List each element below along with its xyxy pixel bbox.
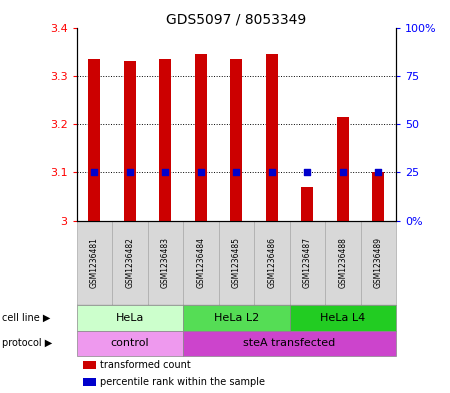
Bar bbox=[325, 220, 360, 305]
Bar bbox=[360, 220, 396, 305]
Text: GSM1236488: GSM1236488 bbox=[338, 237, 347, 288]
Bar bbox=[148, 220, 183, 305]
Text: GSM1236485: GSM1236485 bbox=[232, 237, 241, 288]
Point bbox=[162, 169, 169, 176]
Bar bbox=[301, 187, 314, 220]
Text: cell line ▶: cell line ▶ bbox=[2, 313, 50, 323]
Point bbox=[375, 169, 382, 176]
Text: GSM1236489: GSM1236489 bbox=[374, 237, 383, 288]
Text: GSM1236484: GSM1236484 bbox=[196, 237, 205, 288]
Bar bbox=[159, 59, 171, 220]
Text: GSM1236481: GSM1236481 bbox=[90, 237, 99, 288]
Point bbox=[233, 169, 240, 176]
Bar bbox=[83, 378, 96, 386]
Bar bbox=[183, 220, 219, 305]
Bar bbox=[337, 117, 349, 220]
Bar bbox=[112, 220, 148, 305]
Text: HeLa L4: HeLa L4 bbox=[320, 313, 365, 323]
Text: control: control bbox=[110, 338, 149, 348]
Text: HeLa: HeLa bbox=[116, 313, 144, 323]
Text: GSM1236483: GSM1236483 bbox=[161, 237, 170, 288]
Point bbox=[339, 169, 346, 176]
Bar bbox=[183, 305, 289, 331]
Bar bbox=[76, 220, 112, 305]
Title: GDS5097 / 8053349: GDS5097 / 8053349 bbox=[166, 12, 306, 26]
Bar bbox=[372, 173, 384, 220]
Bar bbox=[289, 220, 325, 305]
Text: steA transfected: steA transfected bbox=[243, 338, 336, 348]
Bar bbox=[124, 61, 136, 220]
Bar bbox=[194, 54, 207, 220]
Text: GSM1236487: GSM1236487 bbox=[303, 237, 312, 288]
Text: GSM1236482: GSM1236482 bbox=[125, 237, 134, 288]
Bar bbox=[88, 59, 100, 220]
Text: transformed count: transformed count bbox=[100, 360, 191, 370]
Text: protocol ▶: protocol ▶ bbox=[2, 338, 53, 348]
Bar bbox=[266, 54, 278, 220]
Bar bbox=[254, 220, 289, 305]
Bar bbox=[219, 220, 254, 305]
Bar bbox=[230, 59, 243, 220]
Text: GSM1236486: GSM1236486 bbox=[267, 237, 276, 288]
Text: percentile rank within the sample: percentile rank within the sample bbox=[100, 377, 266, 387]
Text: HeLa L2: HeLa L2 bbox=[214, 313, 259, 323]
Bar bbox=[289, 305, 396, 331]
Point bbox=[126, 169, 133, 176]
Point bbox=[197, 169, 204, 176]
Bar bbox=[83, 361, 96, 369]
Bar bbox=[76, 331, 183, 356]
Point bbox=[90, 169, 98, 176]
Point bbox=[304, 169, 311, 176]
Bar bbox=[183, 331, 396, 356]
Bar bbox=[76, 305, 183, 331]
Point bbox=[268, 169, 275, 176]
